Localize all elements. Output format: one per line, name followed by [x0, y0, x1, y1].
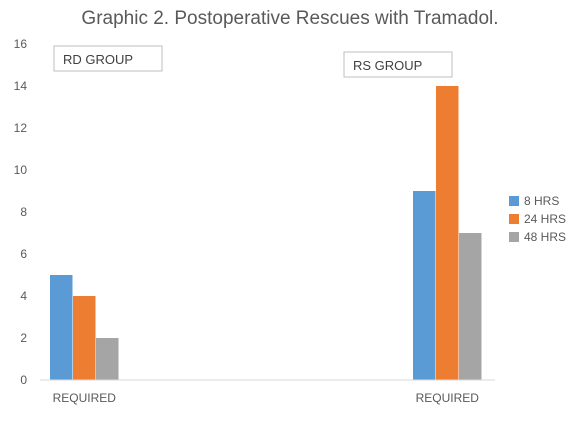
legend-swatch [509, 232, 519, 242]
annotation-label: RS GROUP [353, 58, 422, 73]
legend-swatch [509, 214, 519, 224]
y-tick-label: 16 [14, 37, 28, 51]
annotation-box [343, 51, 453, 78]
annotation-rd-group: RD GROUP [53, 45, 163, 72]
bar-8-hrs-1 [50, 275, 73, 380]
y-tick-label: 2 [20, 331, 27, 345]
bar-24-hrs-1 [73, 296, 96, 380]
annotation-box [53, 45, 163, 72]
annotation-rs-group: RS GROUP [343, 51, 453, 78]
y-tick-label: 0 [20, 373, 27, 387]
legend-swatch [509, 196, 519, 206]
bar-8-hrs-2 [413, 191, 436, 380]
y-tick-label: 10 [14, 163, 28, 177]
y-tick-label: 8 [20, 205, 27, 219]
y-tick-label: 4 [20, 289, 27, 303]
y-tick-label: 12 [14, 121, 28, 135]
legend-label: 8 HRS [524, 194, 559, 208]
legend-label: 48 HRS [524, 230, 566, 244]
category-label: REQUIRED [416, 391, 480, 405]
category-labels: REQUIRED REQUIRED [53, 391, 480, 405]
y-axis-ticks: 0 2 4 6 8 10 12 14 16 [14, 37, 28, 387]
bar-48-hrs-2 [459, 233, 482, 380]
y-tick-label: 6 [20, 247, 27, 261]
chart-title: Graphic 2. Postoperative Rescues with Tr… [81, 8, 498, 29]
annotation-label: RD GROUP [63, 52, 133, 67]
legend: 8 HRS 24 HRS 48 HRS [509, 194, 566, 244]
bars [50, 86, 482, 380]
legend-label: 24 HRS [524, 212, 566, 226]
category-label: REQUIRED [53, 391, 117, 405]
bar-48-hrs-1 [96, 338, 119, 380]
y-tick-label: 14 [14, 79, 28, 93]
bar-24-hrs-2 [436, 86, 459, 380]
